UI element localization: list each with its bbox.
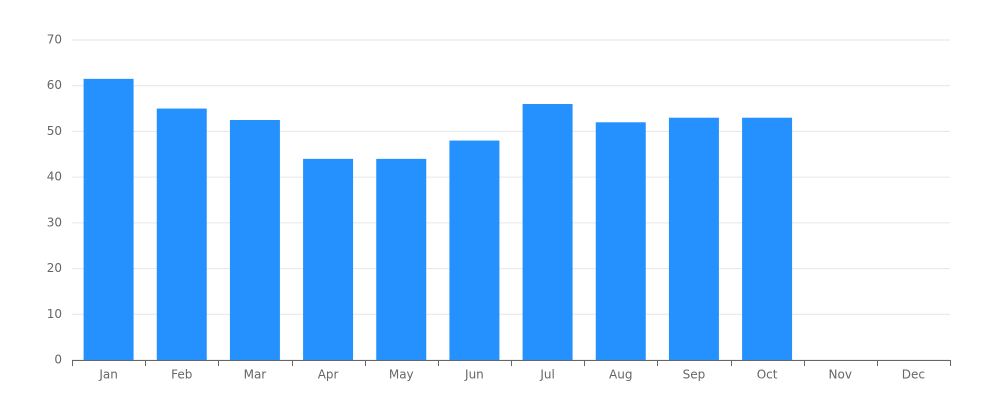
x-tick-label: Apr bbox=[318, 368, 339, 382]
x-tick-label: Dec bbox=[902, 368, 925, 382]
x-tick-label: Sep bbox=[683, 368, 706, 382]
y-tick-label: 30 bbox=[47, 215, 62, 229]
bar bbox=[742, 117, 793, 360]
x-tick-label: Aug bbox=[609, 368, 632, 382]
bar bbox=[668, 117, 719, 360]
bar bbox=[595, 122, 646, 361]
x-tick-label: May bbox=[389, 368, 414, 382]
x-tick-label: Jul bbox=[539, 368, 554, 382]
y-tick-label: 60 bbox=[47, 78, 62, 92]
x-tick-label: Oct bbox=[757, 368, 778, 382]
x-tick-label: Feb bbox=[171, 368, 192, 382]
bar bbox=[156, 108, 207, 360]
x-tick-label: Jun bbox=[464, 368, 484, 382]
y-tick-label: 20 bbox=[47, 261, 62, 275]
y-tick-label: 50 bbox=[47, 124, 62, 138]
bar bbox=[522, 104, 573, 360]
y-tick-label: 70 bbox=[47, 33, 62, 47]
bar bbox=[449, 140, 500, 360]
y-tick-label: 0 bbox=[54, 353, 62, 367]
y-tick-label: 40 bbox=[47, 170, 62, 184]
bar bbox=[376, 158, 427, 360]
x-tick-label: Jan bbox=[98, 368, 118, 382]
bar bbox=[303, 158, 354, 360]
bar bbox=[83, 78, 134, 360]
y-tick-label: 10 bbox=[47, 307, 62, 321]
x-tick-label: Nov bbox=[829, 368, 852, 382]
bar bbox=[229, 120, 280, 360]
x-tick-label: Mar bbox=[244, 368, 267, 382]
